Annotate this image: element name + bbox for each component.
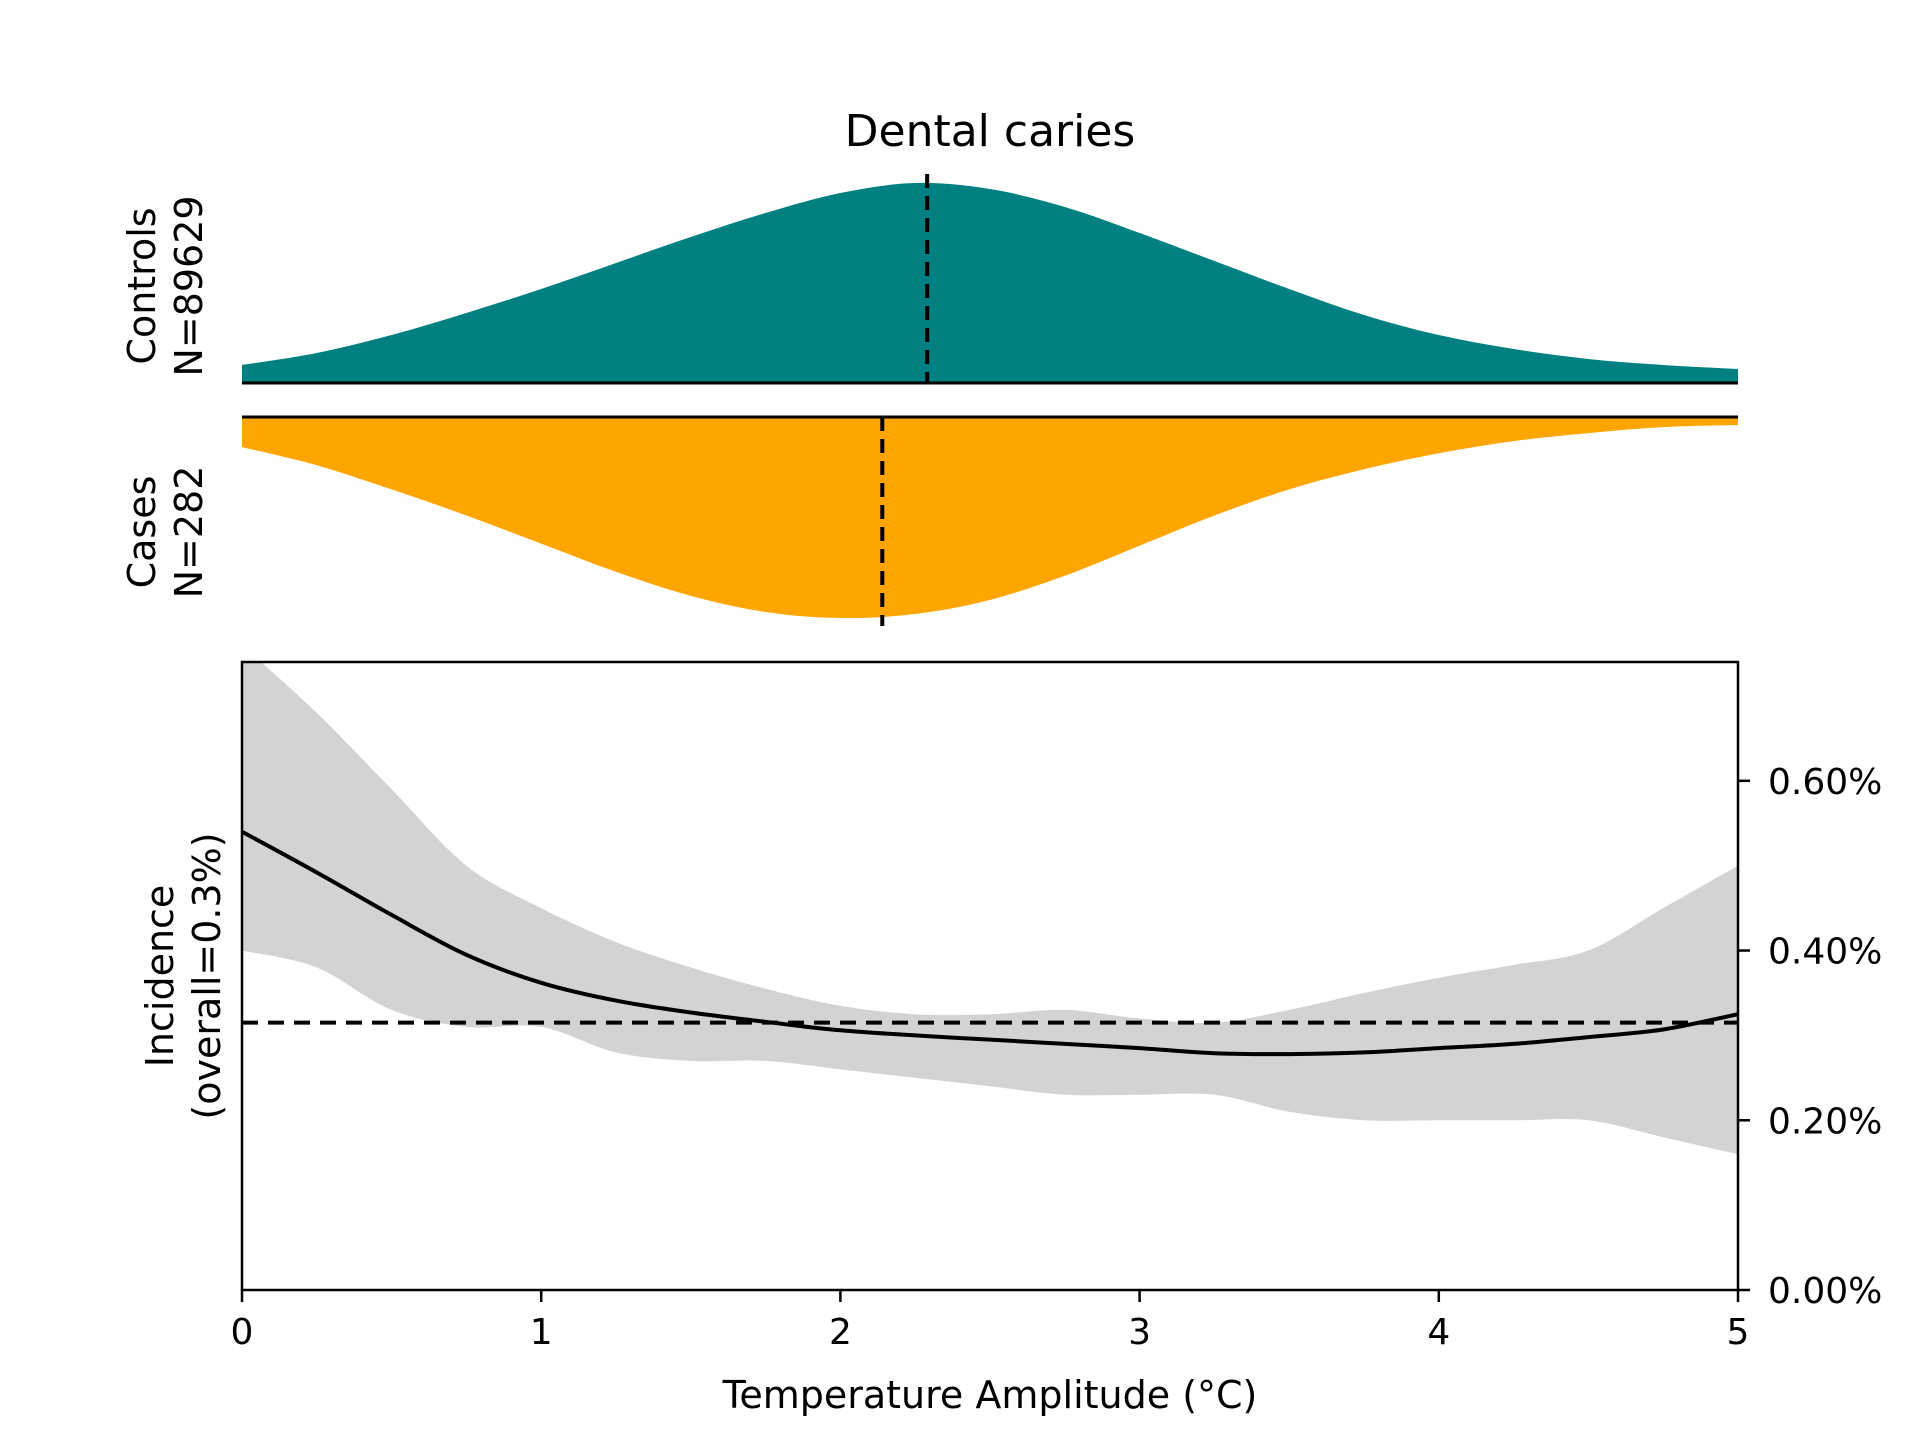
confidence-band xyxy=(242,662,1738,1155)
incidence-panel: 0 1 2 3 4 5 0.00% 0.20% 0.40% 0.60% Temperature … xyxy=(138,660,1882,1417)
controls-density-area xyxy=(242,182,1738,383)
y-tick-label: 0.00% xyxy=(1768,1271,1882,1312)
y-tick-label: 0.20% xyxy=(1768,1101,1882,1142)
y-axis-right: 0.00% 0.20% 0.40% 0.60% xyxy=(1738,762,1882,1312)
incidence-curve xyxy=(242,829,1738,1057)
controls-label-line1: Controls xyxy=(120,207,164,364)
cases-density-area xyxy=(242,417,1738,619)
x-tick-label: 5 xyxy=(1727,1312,1750,1353)
y-axis-label: Incidence (overall=0.3%) xyxy=(138,832,229,1119)
x-tick-label: 4 xyxy=(1427,1312,1450,1353)
cases-label: Cases N=282 xyxy=(120,466,211,599)
y-tick-label: 0.40% xyxy=(1768,932,1882,973)
y-axis-label-line2: (overall=0.3%) xyxy=(185,832,229,1119)
cases-label-line1: Cases xyxy=(120,476,164,589)
x-tick-label: 2 xyxy=(829,1312,852,1353)
cases-panel: Cases N=282 xyxy=(120,415,1738,626)
x-tick-label: 3 xyxy=(1128,1312,1151,1353)
x-tick-label: 0 xyxy=(231,1312,254,1353)
x-axis-label: Temperature Amplitude (°C) xyxy=(722,1373,1258,1417)
controls-panel: Controls N=89629 xyxy=(120,174,1738,385)
plot-frame xyxy=(240,660,1740,1292)
x-axis: 0 1 2 3 4 5 xyxy=(231,1290,1750,1353)
y-tick-label: 0.60% xyxy=(1768,762,1882,803)
cases-label-line2: N=282 xyxy=(167,466,211,599)
chart-title: Dental caries xyxy=(845,106,1136,157)
x-tick-label: 1 xyxy=(530,1312,553,1353)
controls-label: Controls N=89629 xyxy=(120,195,211,376)
controls-label-line2: N=89629 xyxy=(167,195,211,376)
y-axis-label-line1: Incidence xyxy=(138,885,182,1068)
